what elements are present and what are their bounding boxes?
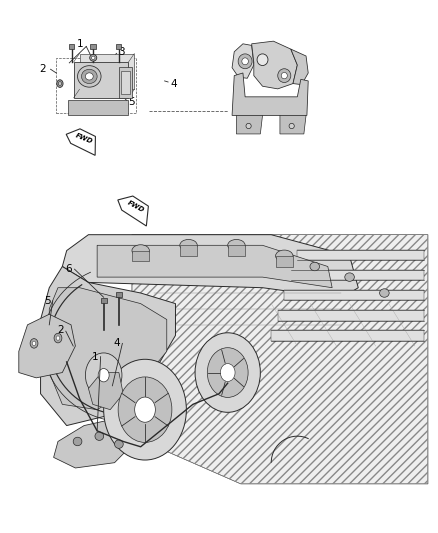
Bar bbox=[132, 251, 149, 261]
Text: 4: 4 bbox=[113, 338, 120, 349]
Bar bbox=[80, 53, 134, 90]
Bar bbox=[180, 245, 197, 256]
Ellipse shape bbox=[276, 250, 293, 262]
Ellipse shape bbox=[32, 341, 36, 345]
Ellipse shape bbox=[257, 54, 268, 66]
Ellipse shape bbox=[81, 69, 97, 84]
Ellipse shape bbox=[289, 123, 294, 128]
Ellipse shape bbox=[73, 437, 82, 446]
Ellipse shape bbox=[98, 368, 109, 382]
Ellipse shape bbox=[228, 239, 245, 251]
Text: FWD: FWD bbox=[127, 199, 146, 213]
Ellipse shape bbox=[58, 82, 61, 85]
Ellipse shape bbox=[92, 56, 95, 60]
Bar bbox=[284, 290, 424, 301]
Ellipse shape bbox=[281, 72, 287, 79]
Ellipse shape bbox=[180, 239, 197, 251]
Text: 3: 3 bbox=[118, 47, 124, 56]
Bar bbox=[116, 44, 121, 49]
Bar bbox=[276, 256, 293, 266]
Polygon shape bbox=[118, 196, 148, 226]
Text: FWD: FWD bbox=[74, 132, 94, 144]
Polygon shape bbox=[19, 314, 75, 378]
Polygon shape bbox=[232, 73, 308, 115]
Ellipse shape bbox=[57, 80, 63, 87]
Bar bbox=[56, 58, 136, 113]
Ellipse shape bbox=[95, 432, 104, 440]
Bar bbox=[297, 249, 424, 260]
Ellipse shape bbox=[310, 262, 320, 271]
Ellipse shape bbox=[278, 69, 291, 83]
Bar bbox=[74, 62, 128, 98]
Polygon shape bbox=[49, 288, 167, 410]
Bar bbox=[228, 245, 245, 256]
Polygon shape bbox=[41, 266, 176, 425]
Text: 5: 5 bbox=[129, 97, 135, 107]
Ellipse shape bbox=[246, 123, 251, 128]
Bar bbox=[278, 310, 424, 320]
Ellipse shape bbox=[104, 359, 186, 460]
Bar bbox=[91, 44, 96, 49]
Bar bbox=[119, 67, 132, 98]
Text: 4: 4 bbox=[170, 78, 177, 88]
Polygon shape bbox=[53, 415, 141, 468]
Ellipse shape bbox=[207, 348, 248, 398]
Ellipse shape bbox=[56, 336, 60, 340]
Polygon shape bbox=[88, 373, 123, 410]
Text: 2: 2 bbox=[57, 325, 64, 335]
Polygon shape bbox=[132, 235, 428, 484]
Polygon shape bbox=[232, 44, 254, 78]
Text: 2: 2 bbox=[39, 64, 46, 74]
Bar bbox=[120, 71, 131, 94]
Text: 5: 5 bbox=[44, 296, 50, 306]
Ellipse shape bbox=[134, 397, 155, 422]
Polygon shape bbox=[280, 115, 306, 134]
Ellipse shape bbox=[345, 273, 354, 281]
Polygon shape bbox=[237, 115, 262, 134]
Polygon shape bbox=[66, 129, 95, 155]
Ellipse shape bbox=[90, 54, 97, 61]
Bar bbox=[271, 330, 424, 341]
Ellipse shape bbox=[242, 58, 248, 64]
Text: 1: 1 bbox=[76, 39, 83, 49]
Polygon shape bbox=[97, 245, 332, 288]
Polygon shape bbox=[252, 41, 297, 89]
Polygon shape bbox=[62, 235, 358, 298]
Text: 1: 1 bbox=[92, 352, 98, 361]
Ellipse shape bbox=[118, 377, 172, 442]
Bar bbox=[68, 100, 128, 115]
Ellipse shape bbox=[85, 353, 122, 398]
Ellipse shape bbox=[30, 338, 38, 348]
Ellipse shape bbox=[85, 73, 93, 80]
Text: 6: 6 bbox=[66, 264, 72, 274]
Polygon shape bbox=[291, 49, 308, 85]
Ellipse shape bbox=[54, 333, 62, 343]
Ellipse shape bbox=[238, 54, 252, 69]
Ellipse shape bbox=[115, 440, 123, 448]
Bar bbox=[101, 298, 107, 303]
Ellipse shape bbox=[220, 364, 235, 382]
Bar bbox=[69, 44, 74, 49]
Ellipse shape bbox=[132, 245, 149, 256]
Ellipse shape bbox=[380, 289, 389, 297]
Bar bbox=[291, 270, 424, 280]
Bar bbox=[116, 293, 122, 297]
Ellipse shape bbox=[195, 333, 260, 413]
Ellipse shape bbox=[78, 66, 101, 87]
